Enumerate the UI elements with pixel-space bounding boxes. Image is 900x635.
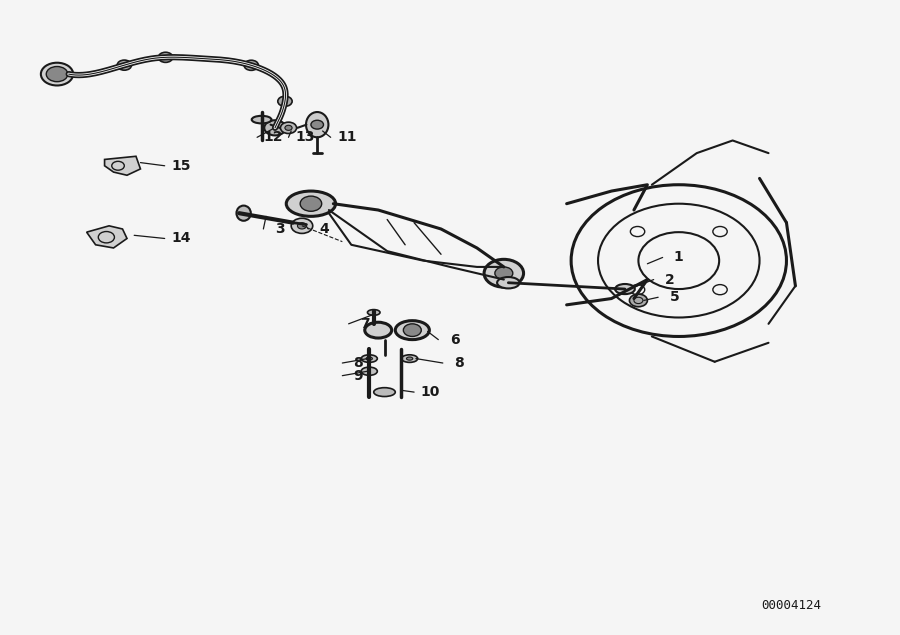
Ellipse shape	[367, 310, 380, 316]
Ellipse shape	[237, 206, 251, 221]
Text: 1: 1	[674, 250, 684, 264]
Text: 8: 8	[454, 356, 464, 370]
Text: 5: 5	[670, 290, 680, 304]
Text: 4: 4	[320, 222, 329, 236]
Text: 6: 6	[450, 333, 459, 347]
Text: 10: 10	[420, 385, 440, 399]
Ellipse shape	[395, 321, 429, 340]
Circle shape	[495, 267, 513, 279]
Circle shape	[285, 125, 292, 130]
Ellipse shape	[497, 277, 519, 288]
Ellipse shape	[401, 355, 418, 363]
Circle shape	[629, 294, 647, 307]
Text: 14: 14	[171, 232, 191, 246]
Circle shape	[265, 120, 286, 135]
Ellipse shape	[374, 388, 395, 396]
Polygon shape	[104, 156, 140, 175]
Text: 13: 13	[295, 130, 314, 144]
Ellipse shape	[306, 112, 328, 137]
Ellipse shape	[361, 355, 377, 363]
Circle shape	[281, 122, 297, 133]
Ellipse shape	[361, 367, 377, 375]
Circle shape	[301, 196, 321, 211]
Ellipse shape	[252, 116, 272, 123]
Circle shape	[244, 60, 258, 70]
Text: 8: 8	[354, 356, 364, 370]
Text: 12: 12	[264, 130, 283, 144]
Ellipse shape	[286, 191, 336, 217]
Circle shape	[158, 52, 173, 62]
Circle shape	[278, 97, 293, 106]
Text: 9: 9	[354, 369, 364, 383]
Circle shape	[117, 60, 131, 70]
Circle shape	[298, 223, 306, 229]
Ellipse shape	[615, 284, 634, 294]
Circle shape	[292, 218, 312, 234]
Text: 3: 3	[274, 222, 284, 236]
Text: 15: 15	[171, 159, 191, 173]
Text: 7: 7	[360, 317, 370, 331]
Text: 00004124: 00004124	[760, 599, 821, 612]
Circle shape	[46, 67, 68, 82]
Circle shape	[403, 324, 421, 337]
Ellipse shape	[407, 357, 413, 360]
Polygon shape	[86, 226, 127, 248]
Ellipse shape	[366, 357, 373, 360]
Circle shape	[40, 63, 73, 86]
Ellipse shape	[364, 322, 392, 338]
Text: 11: 11	[338, 130, 356, 144]
Text: 2: 2	[665, 272, 675, 286]
Circle shape	[310, 120, 323, 129]
Circle shape	[484, 259, 524, 287]
